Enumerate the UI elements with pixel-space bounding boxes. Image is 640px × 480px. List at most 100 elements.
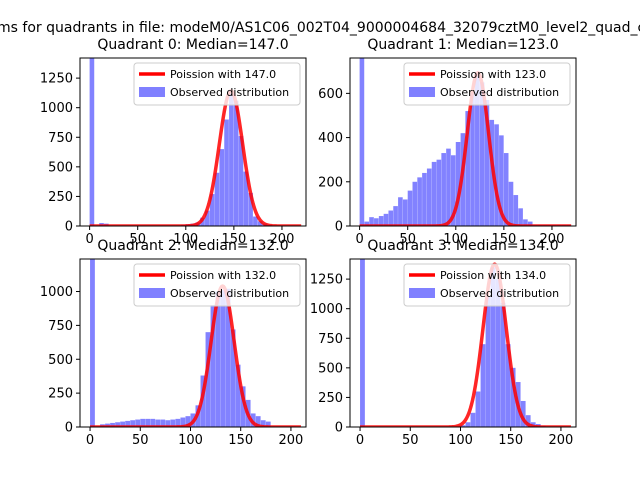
legend-bar-label: Observed distribution: [440, 287, 559, 300]
quadrant-3-title: Quadrant 3: Median=134.0: [367, 238, 558, 254]
histogram-bar: [220, 290, 226, 427]
legend-curve-label: Poission with 123.0: [440, 68, 546, 81]
quadrant-3-panel: 0 50 100 150 200 0 250 500 750 1000 1250 Quadrant 3…: [310, 238, 577, 448]
histogram-bar: [495, 279, 501, 427]
y-tick-label: 1250: [40, 72, 73, 87]
histogram-bar: [230, 329, 236, 427]
histogram-bar: [89, 58, 95, 226]
histogram-bar: [500, 302, 506, 427]
histogram-bar: [465, 422, 471, 427]
quadrant-2-title: Quadrant 2: Median=132.0: [97, 238, 288, 254]
legend-bar-label: Observed distribution: [440, 86, 559, 99]
legend-curve-label: Poission with 147.0: [170, 68, 276, 81]
histogram-bar: [455, 142, 461, 226]
x-tick-label: 200: [549, 433, 574, 448]
histogram-bar: [130, 420, 136, 427]
y-tick-label: 0: [65, 220, 73, 235]
histogram-bar: [115, 422, 120, 427]
histogram-bar: [369, 217, 374, 226]
x-tick-label: 200: [540, 232, 565, 247]
histogram-bar: [229, 93, 234, 226]
legend-curve-label: Poission with 132.0: [170, 269, 276, 282]
x-tick-label: 100: [448, 433, 473, 448]
histogram-bar: [359, 58, 365, 226]
quadrant-1-panel: 0 50 100 150 200 0 200 400 600 Quadrant 1: Median…: [318, 37, 577, 247]
histogram-bar: [185, 416, 191, 427]
histogram-bar: [120, 421, 125, 427]
legend-bar-swatch: [139, 288, 165, 298]
histogram-bar: [518, 208, 523, 226]
histogram-bar: [436, 159, 442, 226]
histogram-bar: [490, 267, 496, 427]
histogram-bar: [426, 168, 432, 226]
histogram-bar: [460, 425, 466, 427]
histogram-bar: [265, 421, 271, 427]
histogram-bar: [388, 210, 394, 226]
histogram-bar: [125, 420, 131, 427]
histogram-bar: [360, 259, 365, 427]
histogram-bar: [243, 171, 249, 226]
histogram-bar: [417, 177, 422, 226]
histogram-bar: [484, 100, 490, 226]
y-tick-label: 1000: [310, 302, 343, 317]
histogram-bar: [140, 418, 146, 427]
x-tick-label: 200: [270, 232, 295, 247]
quadrant-0-panel: 0 50 100 150 200 0 250 500 750 1000 1250 Quadrant 0…: [40, 37, 307, 247]
histogram-bar: [374, 218, 379, 226]
histogram-bar: [485, 296, 491, 427]
histogram-bar: [383, 213, 389, 226]
histogram-bar: [135, 419, 141, 427]
poisson-curve: [88, 89, 302, 226]
histogram-bar: [248, 192, 253, 226]
quadrant-0-legend: Poission with 147.0 Observed distribution: [133, 62, 301, 106]
histogram-bar: [215, 291, 221, 427]
histogram-bar: [219, 149, 225, 226]
histogram-bar: [90, 259, 95, 427]
y-tick-label: 200: [318, 175, 343, 190]
histogram-bar: [499, 135, 504, 226]
quadrant-3-axes-frame: [349, 258, 577, 428]
x-tick-label: 50: [402, 433, 419, 448]
y-tick-label: 750: [48, 131, 73, 146]
histogram-bar: [238, 136, 244, 226]
quadrant-1-axes-frame: [349, 57, 577, 227]
histogram-bar: [180, 417, 186, 427]
y-tick-label: 0: [335, 220, 343, 235]
y-tick-label: 0: [335, 421, 343, 436]
y-tick-label: 250: [48, 190, 73, 205]
quadrant-1-legend: Poission with 123.0 Observed distribution: [403, 62, 571, 106]
histogram-bar: [508, 181, 514, 226]
histogram-bar: [480, 344, 486, 427]
histogram-bar: [527, 221, 533, 226]
x-tick-label: 100: [178, 433, 203, 448]
histogram-bar: [402, 199, 408, 226]
histogram-bar: [520, 400, 526, 427]
histogram-bar: [510, 367, 516, 427]
histogram-bar: [393, 206, 398, 226]
poisson-curve: [89, 284, 302, 427]
y-tick-label: 1000: [40, 285, 73, 300]
legend-bar-swatch: [409, 288, 435, 298]
quadrant-0-title: Quadrant 0: Median=147.0: [97, 37, 288, 53]
poisson-curve: [358, 70, 572, 226]
histogram-bar: [260, 420, 266, 427]
histogram-bar: [503, 153, 509, 226]
histogram-bar: [494, 124, 499, 226]
quadrant-0-axes-frame: [79, 57, 307, 227]
y-tick-label: 750: [318, 332, 343, 347]
histogram-bar: [110, 422, 115, 427]
legend-box: [403, 62, 571, 106]
histogram-bar: [479, 82, 485, 226]
legend-box: [403, 263, 571, 307]
histogram-bar: [145, 418, 151, 427]
histogram-bar: [165, 420, 171, 427]
y-tick-label: 750: [48, 319, 73, 334]
x-tick-label: 0: [85, 232, 93, 247]
x-tick-label: 150: [498, 433, 523, 448]
histogram-bar: [255, 416, 261, 427]
legend-box: [133, 263, 301, 307]
x-tick-label: 100: [443, 232, 468, 247]
x-tick-label: 200: [279, 433, 304, 448]
legend-bar-label: Observed distribution: [170, 287, 289, 300]
y-tick-label: 250: [318, 391, 343, 406]
